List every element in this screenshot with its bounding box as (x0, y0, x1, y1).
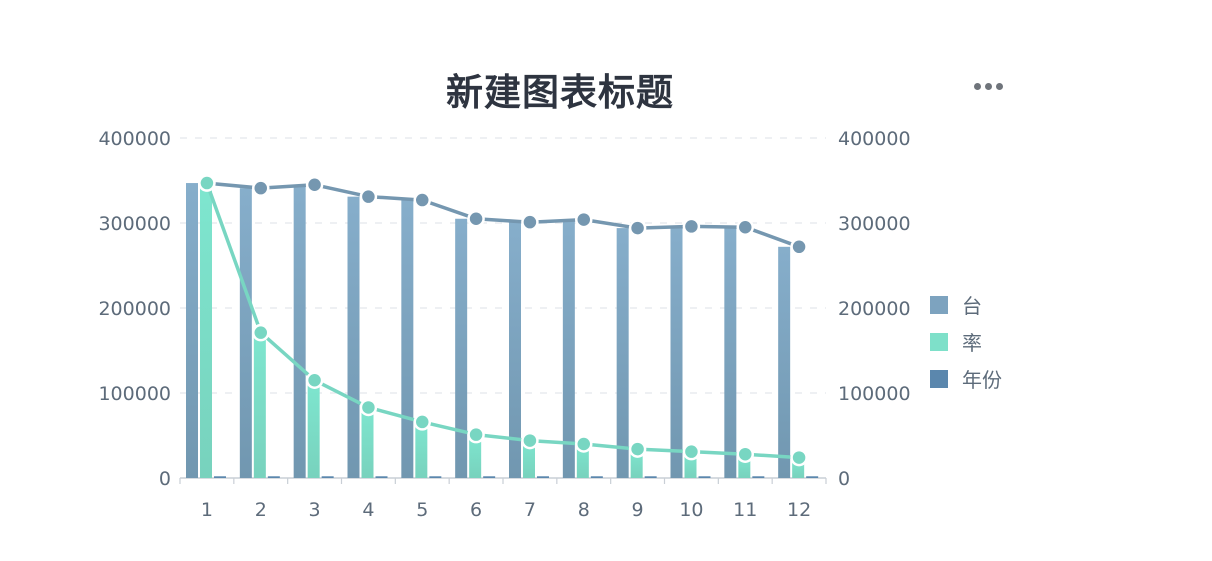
y-tick-label-left: 0 (159, 468, 171, 490)
series-tai-point (628, 219, 647, 237)
x-tick-label: 4 (362, 499, 374, 521)
bar-year (267, 476, 280, 478)
bar-tai (670, 226, 683, 478)
series-tai-point (790, 238, 808, 256)
x-tick-label: 7 (524, 499, 536, 521)
series-lv-point (305, 371, 324, 389)
y-tick-label-right: 100000 (838, 383, 911, 405)
bar-year (698, 476, 711, 478)
y-tick-label-right: 400000 (838, 128, 911, 150)
series-lv-point (252, 323, 270, 342)
bar-year (429, 476, 442, 478)
series-tai-point (305, 176, 324, 194)
x-tick-label: 10 (679, 499, 703, 521)
more-dot (995, 82, 1003, 90)
bar-tai (347, 196, 360, 478)
series-lv-point (521, 431, 539, 450)
x-tick-label: 9 (632, 499, 644, 521)
series-tai-point (521, 213, 539, 231)
bar-tai (186, 183, 198, 479)
series-lv-point (628, 440, 647, 458)
series-tai-point (575, 210, 593, 229)
x-tick-label: 12 (787, 499, 811, 521)
bar-lv (415, 421, 428, 478)
series-tai-point (736, 218, 754, 236)
bar-lv (200, 183, 212, 479)
x-tick-label: 6 (470, 499, 482, 521)
x-tick-label: 1 (201, 499, 213, 521)
x-tick-label: 2 (255, 499, 267, 521)
series-tai-point (252, 179, 270, 197)
bar-year (752, 476, 765, 478)
series-lv-point (790, 448, 808, 467)
y-tick-label-left: 300000 (98, 213, 171, 235)
series-lv-point (682, 442, 701, 461)
y-tick-label-left: 400000 (98, 128, 171, 150)
bar-tai (562, 219, 575, 478)
bar-lv (361, 407, 374, 478)
bar-lv (523, 440, 535, 478)
series-lv-point (198, 174, 216, 192)
x-tick-label: 5 (416, 499, 428, 521)
legend: 台 率 年份 (930, 286, 1002, 397)
bar-lv (576, 444, 589, 478)
more-dot (984, 82, 992, 90)
bar-year (321, 476, 334, 478)
chart-title: 新建图表标题 (446, 71, 674, 114)
series-lv-point (736, 445, 754, 463)
bar-year (537, 476, 549, 478)
legend-swatch-tai (930, 295, 948, 314)
x-tick-label: 11 (733, 499, 757, 521)
y-tick-label-right: 0 (838, 468, 850, 490)
bar-year (483, 476, 496, 478)
series-tai-point (467, 210, 485, 228)
series-lv-point (359, 398, 378, 417)
bar-tai (401, 200, 414, 479)
bar-lv (469, 434, 482, 478)
y-tick-label-right: 300000 (838, 213, 911, 235)
more-dot (973, 82, 981, 90)
bar-year (375, 476, 388, 478)
series-lv-point (413, 413, 431, 431)
bar-lv (307, 380, 320, 478)
series-tai-point (413, 191, 431, 209)
bar-tai (293, 184, 306, 478)
x-tick-label: 3 (309, 499, 321, 521)
series-tai-point (359, 187, 378, 206)
y-tick-label-left: 200000 (98, 298, 171, 320)
series-lv-line (205, 182, 800, 460)
legend-item-lv[interactable]: 率 (930, 323, 1002, 360)
bar-tai (724, 227, 737, 478)
y-tick-label-right: 200000 (838, 298, 911, 320)
bar-tai (455, 218, 468, 478)
bar-tai (778, 246, 791, 478)
bar-tai (239, 188, 252, 478)
x-tick-label: 8 (578, 499, 590, 521)
y-tick-label-left: 100000 (98, 383, 171, 405)
legend-label: 率 (962, 331, 982, 355)
more-options-icon[interactable] (964, 72, 1012, 100)
legend-swatch-lv (930, 332, 948, 351)
series-lv-point (467, 425, 485, 444)
legend-label: 年份 (962, 368, 1002, 392)
series-lv-point (575, 435, 593, 453)
bar-year (214, 476, 226, 478)
bar-lv (253, 332, 266, 478)
series-tai-line (206, 181, 800, 249)
legend-item-year[interactable]: 年份 (930, 360, 1002, 397)
bar-year (590, 476, 603, 478)
legend-swatch-year (930, 369, 948, 388)
bar-tai (616, 228, 629, 478)
bar-tai (509, 222, 521, 478)
series-tai-point (682, 217, 701, 236)
bar-year (806, 476, 819, 478)
legend-item-tai[interactable]: 台 (930, 286, 1002, 323)
legend-label: 台 (962, 294, 982, 318)
bar-year (644, 476, 657, 478)
